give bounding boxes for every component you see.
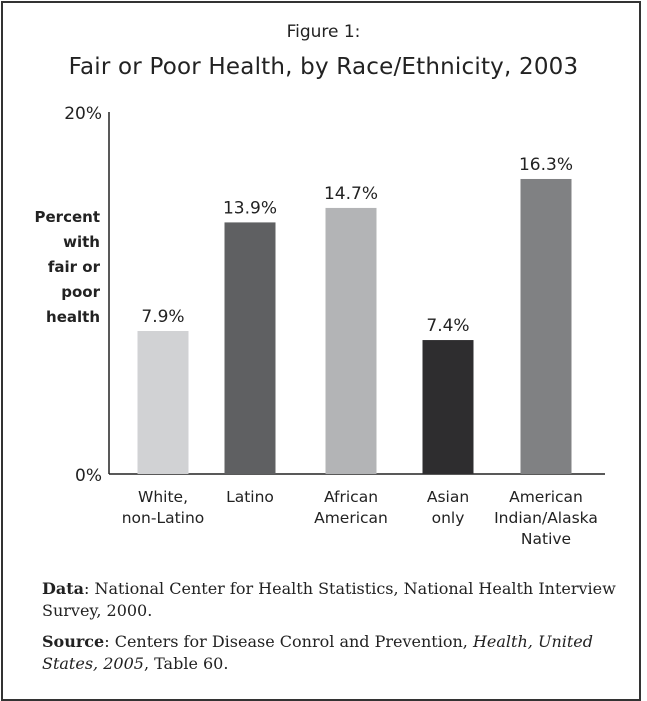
x-tick-label: American: [509, 488, 583, 506]
bar-value-label: 7.4%: [426, 316, 469, 336]
x-tick-label: Latino: [226, 488, 274, 506]
bar: [422, 340, 474, 474]
chart-title: Fair or Poor Health, by Race/Ethnicity, …: [68, 54, 579, 80]
x-tick-label: non-Latino: [122, 509, 205, 527]
x-tick-label: only: [432, 509, 465, 527]
data-note: Data: National Center for Health Statist…: [42, 579, 616, 620]
x-tick-label: White,: [138, 488, 188, 506]
x-tick-label: Native: [521, 530, 571, 548]
bar-value-label: 16.3%: [519, 155, 573, 175]
bar: [520, 178, 572, 474]
x-tick-label: Asian: [427, 488, 469, 506]
x-tick-label: American: [314, 509, 388, 527]
bar: [325, 207, 377, 474]
y-axis-label: Percent with fair or poor health: [8, 205, 100, 330]
x-tick-label: African: [324, 488, 378, 506]
bar: [224, 222, 276, 474]
y-tick-label: 0%: [75, 466, 102, 486]
y-axis-label-line: with: [63, 233, 100, 251]
bar-value-label: 14.7%: [324, 184, 378, 204]
y-axis-label-line: Percent: [34, 208, 100, 226]
y-axis-label-line: health: [46, 308, 100, 326]
y-tick-label: 20%: [64, 104, 102, 124]
bar-value-label: 7.9%: [141, 307, 184, 327]
y-axis-label-line: fair or: [47, 258, 100, 276]
figure-notes: Data: National Center for Health Statist…: [42, 578, 632, 684]
figure-label: Figure 1:: [286, 22, 361, 42]
bar-value-label: 13.9%: [223, 198, 277, 218]
y-axis-label-line: poor: [61, 283, 100, 301]
bar: [137, 331, 189, 474]
x-tick-label: Indian/Alaska: [494, 509, 598, 527]
source-note: Source: Centers for Disease Conrol and P…: [42, 632, 593, 673]
bar-chart: 20% 0% 7.9% White, non-Latino 13.9% Latino 14.7…: [64, 104, 605, 548]
